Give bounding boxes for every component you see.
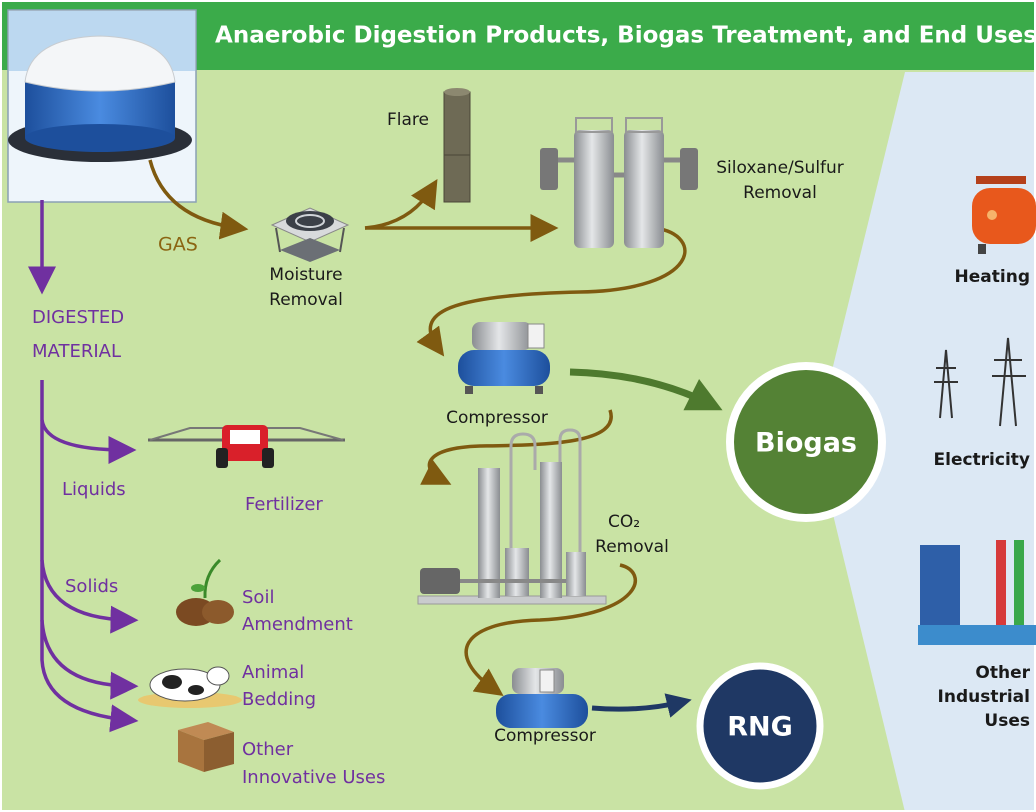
use-label: Bedding [242, 689, 316, 710]
industry-icon-part [920, 545, 960, 625]
compressor-icon-part [458, 350, 550, 386]
step-label: CO₂ [608, 512, 640, 532]
cow-icon-part [207, 667, 229, 685]
title: Anaerobic Digestion Products, Biogas Tre… [215, 23, 1036, 49]
use-label: Innovative Uses [242, 767, 385, 788]
gas-label: GAS [158, 234, 198, 256]
heating-icon-part [972, 188, 1036, 244]
use-label: Amendment [242, 614, 353, 635]
compressor-icon-part [535, 386, 543, 394]
co2-removal-icon-part [540, 462, 562, 598]
flare-icon-part [444, 88, 470, 96]
co2-removal-icon-part [418, 596, 606, 604]
compressor-icon-part [540, 670, 554, 692]
stream-label: Liquids [62, 479, 126, 500]
co2-removal-icon-part [566, 552, 586, 596]
heating-icon-part [976, 176, 1026, 184]
industry-icon-part [1014, 540, 1024, 630]
soil-icon-part [202, 600, 234, 624]
compressor-icon-part [465, 386, 473, 394]
page: Anaerobic Digestion Diagram {"header": {… [0, 0, 1036, 812]
cow-icon-part [162, 675, 182, 689]
siloxane-removal-icon-part [574, 130, 614, 248]
use-label: Fertilizer [245, 494, 323, 515]
soil-icon-part [191, 584, 205, 592]
cow-icon-part [188, 685, 204, 695]
siloxane-removal-icon-part [540, 148, 558, 190]
industry-icon-part [918, 625, 1036, 645]
co2-removal-icon-part [478, 468, 500, 598]
compressor-icon-part [472, 322, 532, 350]
heating-icon-part [978, 244, 986, 254]
compressor-icon-part [496, 694, 588, 728]
use-label: Soil [242, 587, 274, 608]
siloxane-removal-icon-part [624, 130, 664, 248]
compressor-icon-part [512, 668, 564, 694]
step-label: Siloxane/Sulfur [716, 158, 844, 178]
digested-label: MATERIAL [32, 341, 121, 362]
step-label: Removal [269, 290, 343, 310]
box-icon [178, 722, 234, 772]
step-label: Removal [595, 537, 669, 557]
step-label: Compressor [494, 726, 596, 746]
diagram: Anaerobic Digestion Products, Biogas Tre… [0, 0, 1036, 812]
fertilizer-icon-part [262, 448, 274, 468]
step-label: Compressor [446, 408, 548, 428]
fertilizer-icon-part [216, 448, 228, 468]
end-use-label: Other [975, 663, 1030, 683]
digester-icon [8, 10, 196, 202]
end-use-label: Electricity [934, 450, 1031, 470]
step-label: Removal [743, 183, 817, 203]
product-label: RNG [727, 712, 793, 743]
end-use-label: Uses [984, 711, 1030, 731]
compressor-icon-part [528, 324, 544, 348]
industry-icon-part [996, 540, 1006, 630]
end-use-label: Heating [955, 267, 1030, 287]
use-label: Animal [242, 662, 304, 683]
co2-removal-icon-part [420, 568, 460, 594]
siloxane-removal-icon-part [680, 148, 698, 190]
body: Anaerobic Digestion Products, Biogas Tre… [0, 0, 1036, 812]
digested-label: DIGESTED [32, 307, 124, 328]
end-use-label: Industrial [938, 687, 1030, 707]
stream-label: Solids [65, 576, 118, 597]
step-label: Moisture [269, 265, 342, 285]
product-label: Biogas [755, 428, 857, 459]
step-label: Flare [387, 110, 429, 130]
flare-icon [444, 88, 470, 202]
fertilizer-icon-part [230, 430, 260, 444]
heating-icon-part [987, 210, 997, 220]
use-label: Other [242, 739, 294, 760]
digester-icon-part [25, 124, 175, 152]
co2-removal-icon-part [505, 548, 529, 596]
flare-icon-part [444, 92, 470, 202]
